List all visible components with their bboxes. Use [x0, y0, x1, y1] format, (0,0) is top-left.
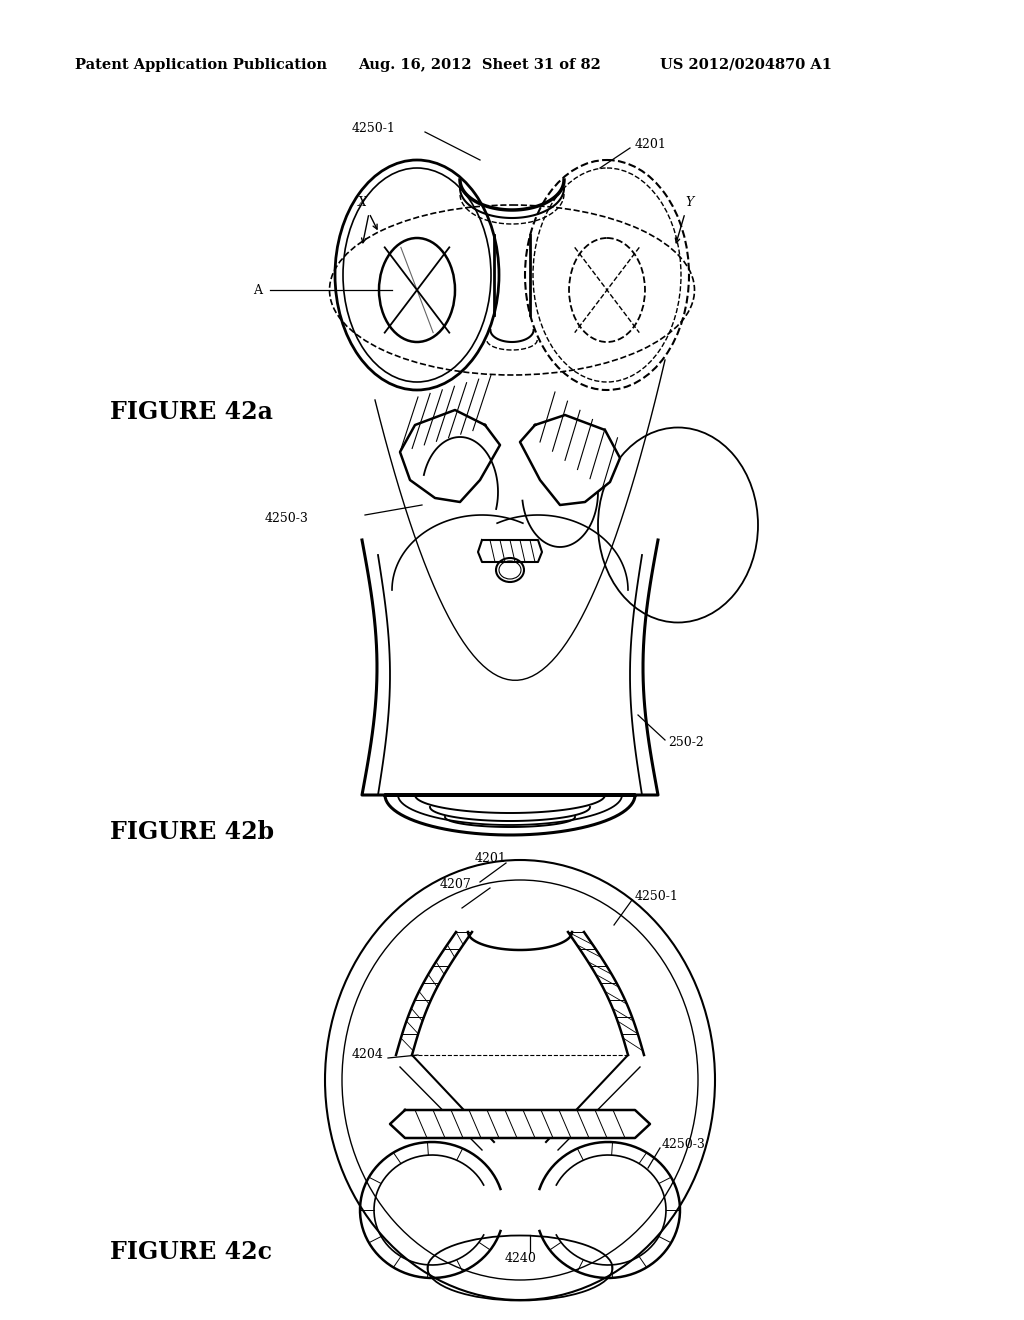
Text: A: A: [253, 284, 262, 297]
Text: 4201: 4201: [475, 851, 507, 865]
Polygon shape: [400, 411, 500, 502]
Text: FIGURE 42b: FIGURE 42b: [110, 820, 274, 843]
Text: Aug. 16, 2012  Sheet 31 of 82: Aug. 16, 2012 Sheet 31 of 82: [358, 58, 601, 73]
Polygon shape: [478, 540, 542, 562]
Text: 4250-3: 4250-3: [662, 1138, 706, 1151]
Text: US 2012/0204870 A1: US 2012/0204870 A1: [660, 58, 831, 73]
Polygon shape: [390, 1110, 650, 1138]
Text: Y: Y: [685, 197, 693, 210]
Text: 4250-1: 4250-1: [635, 890, 679, 903]
Text: 250-2: 250-2: [668, 735, 703, 748]
Text: X: X: [357, 197, 367, 210]
Text: 4240: 4240: [505, 1251, 537, 1265]
Text: 4204: 4204: [352, 1048, 384, 1061]
Text: FIGURE 42c: FIGURE 42c: [110, 1239, 272, 1265]
Polygon shape: [520, 414, 620, 506]
Text: 4250-3: 4250-3: [265, 511, 309, 524]
Text: 4201: 4201: [635, 137, 667, 150]
Text: 4207: 4207: [440, 878, 472, 891]
Text: Patent Application Publication: Patent Application Publication: [75, 58, 327, 73]
Text: 4250-1: 4250-1: [352, 121, 396, 135]
Text: FIGURE 42a: FIGURE 42a: [110, 400, 272, 424]
